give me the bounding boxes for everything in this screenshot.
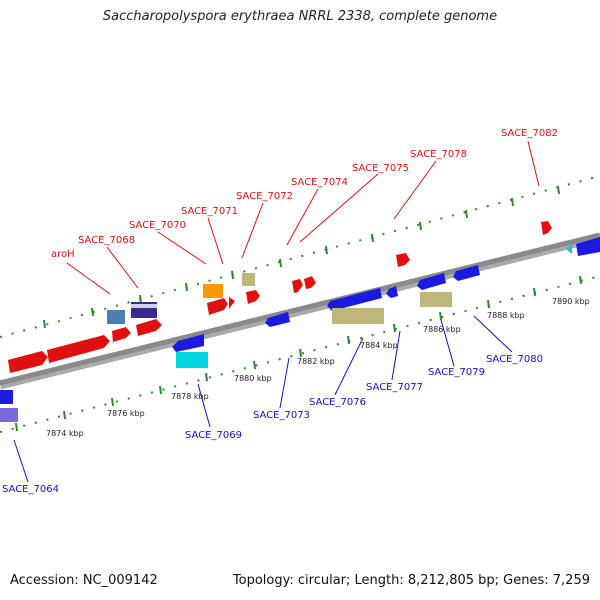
- gene-feature: [292, 279, 303, 293]
- lower-tick-track: [0, 275, 600, 433]
- gene-label: SACE_7074: [291, 177, 348, 188]
- gene-label: SACE_7079: [428, 367, 485, 378]
- gene-feature: [417, 273, 446, 290]
- gene-feature: [541, 221, 552, 235]
- gene-label: SACE_7068: [78, 235, 135, 246]
- tick-label: 7884 kbp: [360, 341, 398, 350]
- genome-title: Saccharopolyspora erythraea NRRL 2338, c…: [102, 9, 498, 24]
- topology-text: Topology: circular; Length: 8,212,805 bp…: [232, 573, 590, 588]
- gene-label: SACE_7073: [253, 410, 310, 421]
- tick-label: 7874 kbp: [46, 429, 84, 438]
- gene-feature: [131, 304, 157, 308]
- gene-feature: [0, 408, 18, 422]
- gene-label: SACE_7078: [410, 149, 467, 160]
- gene-feature: [246, 290, 260, 304]
- gene-feature: [0, 390, 13, 404]
- gene-feature: [304, 276, 316, 289]
- gene-label: SACE_7071: [181, 206, 238, 217]
- tick-label: 7880 kbp: [234, 374, 272, 383]
- backbone: [0, 232, 600, 386]
- gene-feature: [107, 310, 125, 324]
- tick-label: 7876 kbp: [107, 409, 145, 418]
- gene-label: SACE_7077: [366, 382, 423, 393]
- tick-label: 7888 kbp: [487, 311, 525, 320]
- gene-label: SACE_7080: [486, 354, 543, 365]
- forward-leaders: [66, 140, 540, 295]
- forward-genes: [8, 221, 552, 373]
- gene-feature: [396, 253, 410, 267]
- gene-feature: [332, 308, 384, 324]
- tick-label: 7886 kbp: [423, 325, 461, 334]
- tick-labels: 7874 kbp 7876 kbp 7878 kbp 7880 kbp 7882…: [46, 297, 590, 438]
- gene-label: SACE_7064: [2, 484, 59, 495]
- tick-label: 7890 kbp: [552, 297, 590, 306]
- gene-feature: [242, 273, 255, 286]
- gene-feature: [566, 244, 572, 254]
- gene-feature: [8, 351, 48, 373]
- gene-feature: [576, 237, 600, 256]
- reverse-labels: SACE_7064 SACE_7069 SACE_7073 SACE_7076 …: [2, 354, 543, 495]
- gene-feature: [420, 292, 452, 307]
- reverse-leaders: [13, 315, 513, 483]
- gene-label: SACE_7075: [352, 163, 409, 174]
- tick-label: 7882 kbp: [297, 357, 335, 366]
- gene-label: SACE_7072: [236, 191, 293, 202]
- gene-feature: [229, 297, 235, 309]
- gene-feature: [327, 288, 382, 311]
- gene-feature: [386, 286, 398, 298]
- gene-label: SACE_7070: [129, 220, 186, 231]
- gene-feature: [47, 335, 110, 363]
- gene-feature: [203, 284, 223, 298]
- gene-label: SACE_7082: [501, 128, 558, 139]
- gene-label: SACE_7076: [309, 397, 366, 408]
- gene-label: SACE_7069: [185, 430, 242, 441]
- forward-labels: aroH SACE_7068 SACE_7070 SACE_7071 SACE_…: [51, 128, 558, 260]
- reverse-genes: [0, 237, 600, 422]
- gene-label: aroH: [51, 249, 75, 260]
- gene-feature: [207, 298, 228, 315]
- gene-feature: [453, 265, 480, 281]
- major-ticks: [15, 185, 582, 432]
- tick-label: 7878 kbp: [171, 392, 209, 401]
- accession-text: Accession: NC_009142: [10, 573, 158, 588]
- upper-tick-track: [0, 175, 600, 338]
- gene-feature: [112, 327, 131, 342]
- gene-feature: [265, 312, 290, 327]
- gene-feature: [136, 319, 162, 336]
- gene-feature: [172, 334, 204, 352]
- gene-feature: [176, 352, 208, 368]
